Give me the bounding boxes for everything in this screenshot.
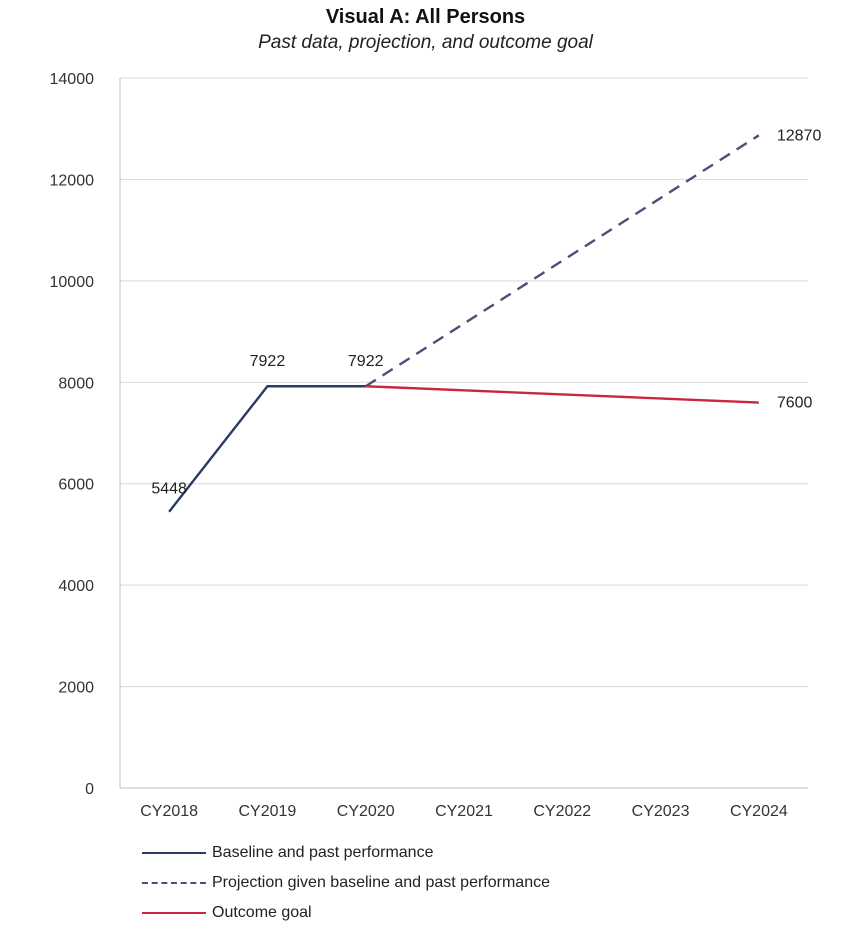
legend-label: Baseline and past performance [212, 844, 434, 861]
y-tick-label: 4000 [58, 578, 94, 595]
line-chart: 0 2000 4000 6000 8000 10000 12000 14000 CY2018 CY… [50, 71, 822, 820]
x-tick-label: CY2020 [337, 803, 395, 820]
y-tick-label: 0 [85, 781, 94, 798]
legend-item: Baseline and past performance [142, 838, 550, 868]
x-tick-label: CY2019 [239, 803, 297, 820]
chart-subtitle: Past data, projection, and outcome goal [258, 32, 593, 53]
legend-item: Projection given baseline and past perfo… [142, 868, 550, 898]
x-tick-label: CY2024 [730, 803, 788, 820]
series-lines [168, 134, 760, 513]
x-tick-label: CY2018 [140, 803, 198, 820]
series-line-2 [365, 134, 760, 388]
series-line-3 [365, 385, 759, 404]
legend-swatch [142, 882, 206, 884]
legend-swatch [142, 852, 206, 854]
legend-item: Outcome goal [142, 898, 550, 928]
y-tick-label: 2000 [58, 680, 94, 697]
x-tick-label: CY2022 [533, 803, 591, 820]
data-labels: 5448 7922 7922 12870 7600 [151, 127, 821, 497]
legend-label: Outcome goal [212, 904, 312, 921]
chart-title: Visual A: All Persons [325, 6, 526, 28]
y-tick-label: 8000 [58, 375, 94, 392]
x-tick-label: CY2023 [632, 803, 690, 820]
y-tick-label: 12000 [50, 172, 95, 189]
data-label: 12870 [777, 127, 822, 144]
gridlines [120, 77, 808, 688]
y-tick-label: 6000 [58, 477, 94, 494]
data-label: 7600 [777, 395, 813, 412]
y-tick-label: 14000 [50, 71, 95, 88]
y-tick-label: 10000 [50, 274, 95, 291]
x-tick-label: CY2021 [435, 803, 493, 820]
axes: 0 2000 4000 6000 8000 10000 12000 14000 CY2018 CY… [50, 71, 808, 820]
series-line-1 [168, 385, 366, 513]
legend-swatch [142, 912, 206, 914]
chart-legend: Baseline and past performance Projection … [142, 838, 550, 928]
data-label: 7922 [348, 353, 384, 370]
data-label: 7922 [250, 353, 286, 370]
data-label: 5448 [151, 481, 187, 498]
legend-label: Projection given baseline and past perfo… [212, 874, 550, 891]
